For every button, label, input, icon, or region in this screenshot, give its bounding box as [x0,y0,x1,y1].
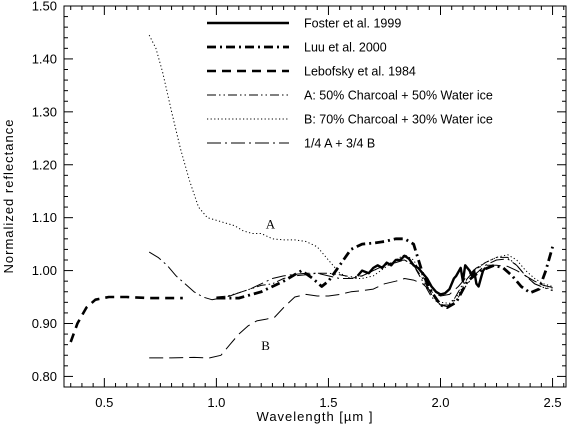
annotations: AB [261,216,275,353]
y-tick-label: 1.50 [32,0,57,14]
legend-label: Foster et al. 1999 [304,17,401,31]
x-tick-label: 2.5 [544,395,562,410]
legend: Foster et al. 1999 Luu et al. 2000 Lebofsk… [207,17,493,151]
legend-label: Luu et al. 2000 [304,41,387,55]
y-tick-label: 1.20 [32,157,57,172]
legend-label: Lebofsky et al. 1984 [304,65,416,79]
x-tick-label: 1.0 [207,395,225,410]
x-tick-label: 1.5 [319,395,337,410]
x-tick-label: 0.5 [95,395,113,410]
y-tick-label: 1.40 [32,51,57,66]
y-tick-label: 1.00 [32,263,57,278]
curve-annotation: B [261,338,270,353]
legend-label: A: 50% Charcoal + 50% Water ice [304,89,493,103]
series-line-2 [69,295,183,343]
curve-annotation: A [266,216,276,231]
y-tick-label: 0.90 [32,316,57,331]
y-axis-label: Normalized reflectance [1,119,16,274]
series-layer [69,34,554,359]
series-line-3 [216,256,553,308]
x-tick-label: 2.0 [431,395,449,410]
series-line-5 [148,251,553,306]
y-tick-label: 0.80 [32,369,57,384]
legend-label: B: 70% Charcoal + 30% Water ice [304,113,493,127]
x-axis-label: Wavelength [µm ] [257,409,374,424]
series-line-1 [216,237,554,310]
plot-frame [63,5,567,388]
series-line-6 [149,264,553,359]
axis-ticks: 0.5 1.0 1.5 2.0 2.5 0.80 0.90 1.00 1.10 1.20 1.30 1… [32,0,566,410]
series-line-0 [356,254,487,296]
y-tick-label: 1.30 [32,104,57,119]
y-tick-label: 1.10 [32,210,57,225]
legend-label: 1/4 A + 3/4 B [304,137,375,151]
